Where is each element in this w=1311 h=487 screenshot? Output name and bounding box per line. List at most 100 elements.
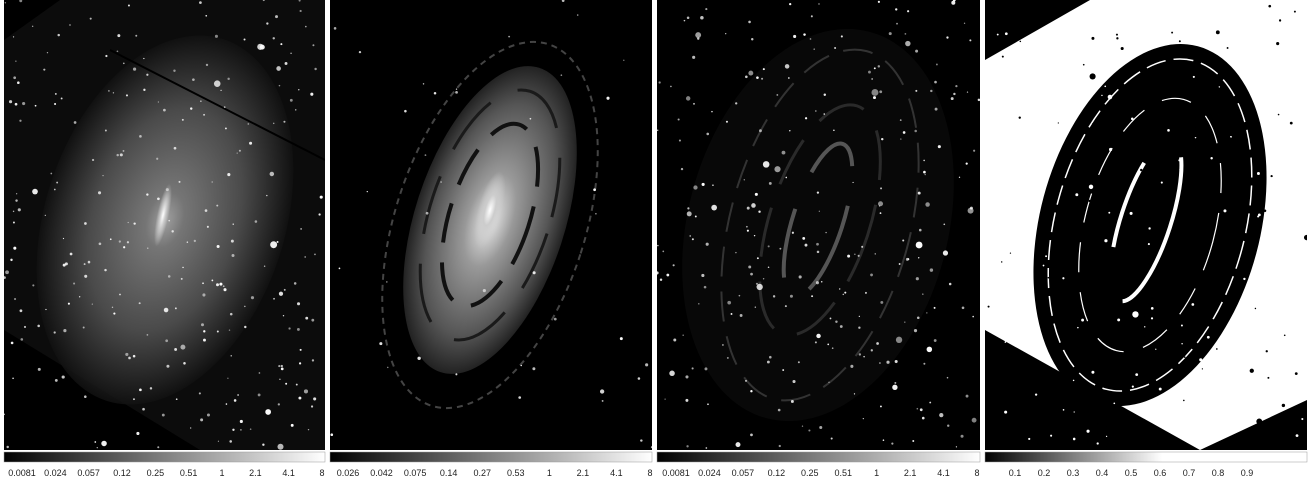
star (843, 294, 845, 296)
star (782, 151, 786, 155)
star (891, 443, 893, 445)
star (788, 77, 790, 79)
star (802, 237, 805, 240)
star (69, 24, 70, 25)
star (367, 191, 368, 192)
star (1194, 423, 1195, 424)
star (1081, 319, 1084, 322)
star (1173, 55, 1175, 57)
star (863, 418, 864, 419)
star (225, 128, 227, 130)
star (961, 435, 964, 438)
star (1214, 84, 1217, 87)
star (227, 173, 230, 176)
star (1072, 392, 1075, 395)
star (727, 357, 729, 359)
star (701, 274, 704, 277)
star (881, 138, 883, 140)
star (768, 245, 770, 247)
star (1101, 95, 1102, 96)
star (278, 403, 280, 405)
star (1113, 402, 1115, 404)
star (751, 203, 756, 208)
star (244, 306, 246, 308)
star (871, 349, 873, 351)
star (1227, 47, 1229, 49)
star (554, 318, 557, 321)
colorbar-tick-label: 0.51 (834, 468, 852, 478)
star (157, 197, 160, 200)
star (698, 303, 699, 304)
star (1153, 181, 1155, 183)
star (1062, 277, 1064, 279)
star (685, 399, 688, 402)
star (239, 150, 241, 152)
star (967, 91, 968, 92)
figure: 0.00810.0240.0570.120.250.5112.14.180.02… (0, 0, 1311, 482)
star (1181, 343, 1182, 344)
colorbar-tick-label: 0.25 (801, 468, 819, 478)
star (756, 283, 758, 285)
star (298, 89, 299, 90)
colorbar-tick-label: 0.9 (1241, 468, 1254, 478)
star (217, 245, 220, 248)
star (206, 64, 208, 66)
star (1273, 355, 1275, 357)
star (1070, 40, 1072, 42)
star (88, 261, 91, 264)
star (1129, 330, 1136, 337)
star (972, 418, 977, 423)
star (13, 36, 14, 37)
star (1290, 204, 1293, 207)
star (735, 102, 737, 104)
star (602, 400, 604, 402)
star (1288, 429, 1291, 432)
star (220, 90, 221, 91)
star (792, 380, 795, 383)
star (5, 270, 9, 274)
star (798, 361, 800, 363)
star (1117, 318, 1120, 321)
star (1284, 168, 1286, 170)
star (181, 278, 183, 280)
star (731, 313, 733, 315)
star (880, 301, 883, 304)
star (938, 145, 941, 148)
star (270, 241, 277, 248)
star (859, 316, 860, 317)
star (173, 70, 175, 72)
star (745, 380, 747, 382)
star (265, 409, 271, 415)
star (133, 222, 135, 224)
star (440, 181, 442, 183)
star (247, 123, 249, 125)
star (833, 130, 835, 132)
star (65, 262, 68, 265)
star (1269, 86, 1272, 89)
star (1250, 369, 1254, 373)
star (992, 26, 995, 29)
star (776, 94, 778, 96)
star (165, 339, 168, 342)
star (314, 254, 316, 256)
star (1005, 341, 1007, 343)
colorbar-tick-label: 0.057 (732, 468, 755, 478)
star (334, 27, 337, 30)
star (914, 329, 917, 332)
star (387, 367, 389, 369)
star (174, 147, 177, 150)
star (1226, 185, 1228, 187)
colorbar-tick-label: 0.1 (1009, 468, 1022, 478)
star (966, 395, 969, 398)
star (704, 367, 707, 370)
star (669, 371, 675, 377)
star (831, 438, 833, 440)
star (227, 78, 229, 80)
star (1064, 356, 1066, 358)
star (128, 5, 130, 7)
star (32, 284, 34, 286)
star (126, 94, 128, 96)
star (157, 446, 159, 448)
star (956, 446, 957, 447)
star (1109, 148, 1112, 151)
